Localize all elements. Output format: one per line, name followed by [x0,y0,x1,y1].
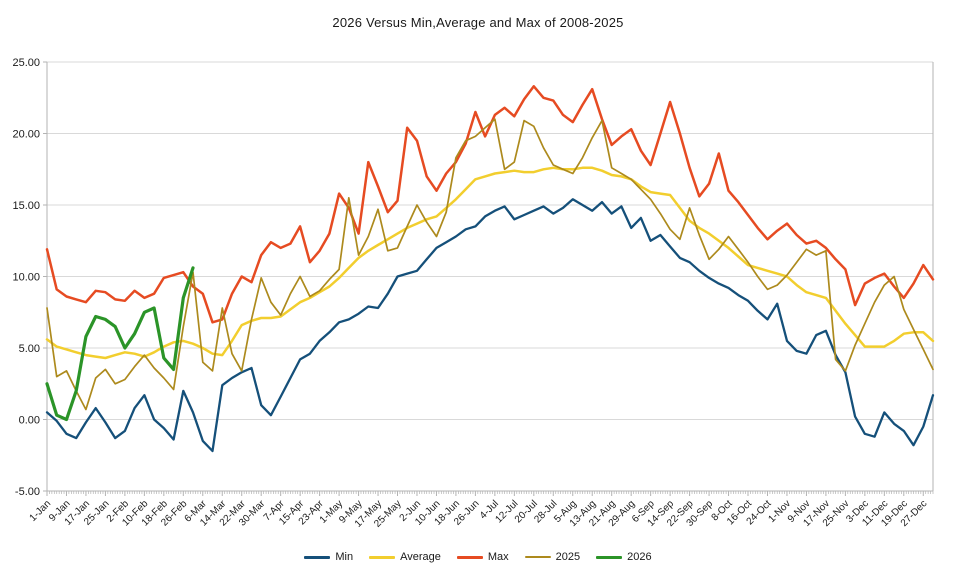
legend-swatch-max [456,555,483,559]
legend-swatch-2025 [524,556,551,558]
y-axis-tick-label: 0.00 [19,415,40,427]
y-axis-tick-label: 10.00 [12,272,40,284]
x-axis-ticks [46,491,934,496]
legend-item-2026: 2026 [596,551,652,563]
legend-swatch-2026 [596,555,623,559]
y-axis-tick-label: 25.00 [12,57,40,69]
y-axis-labels: 25.00 20.00 15.00 10.00 5.00 0.00 -5.00 [12,57,40,498]
legend-item-average: Average [369,551,441,563]
series-2025-line [46,118,934,411]
x-axis-labels: 1-Jan9-Jan17-Jan25-Jan2-Feb10-Feb18-Feb2… [28,498,930,530]
legend-label: 2026 [627,551,652,563]
y-axis-tick-label: 20.00 [12,129,40,141]
legend-label: Max [487,551,509,563]
legend-label: Average [400,551,441,563]
legend-swatch-average [369,555,396,559]
legend-label: Min [335,551,354,563]
legend-item-2025: 2025 [524,551,581,563]
series-min-line [45,198,935,453]
legend-item-min: Min [304,551,353,563]
legend-item-max: Max [456,551,509,563]
y-axis-tick-label: 5.00 [19,343,40,355]
y-axis-tick-label: 15.00 [12,200,40,212]
chart-title: 2026 Versus Min,Average and Max of 2008-… [332,15,624,30]
series-2026-line [45,266,195,422]
chart-legend: Min Average Max 2025 2026 [0,551,956,563]
x-axis-tick-label: 1-Jan [28,498,53,523]
legend-label: 2025 [555,551,581,563]
y-axis-tick-label: -5.00 [15,486,40,498]
legend-swatch-min [304,555,331,559]
